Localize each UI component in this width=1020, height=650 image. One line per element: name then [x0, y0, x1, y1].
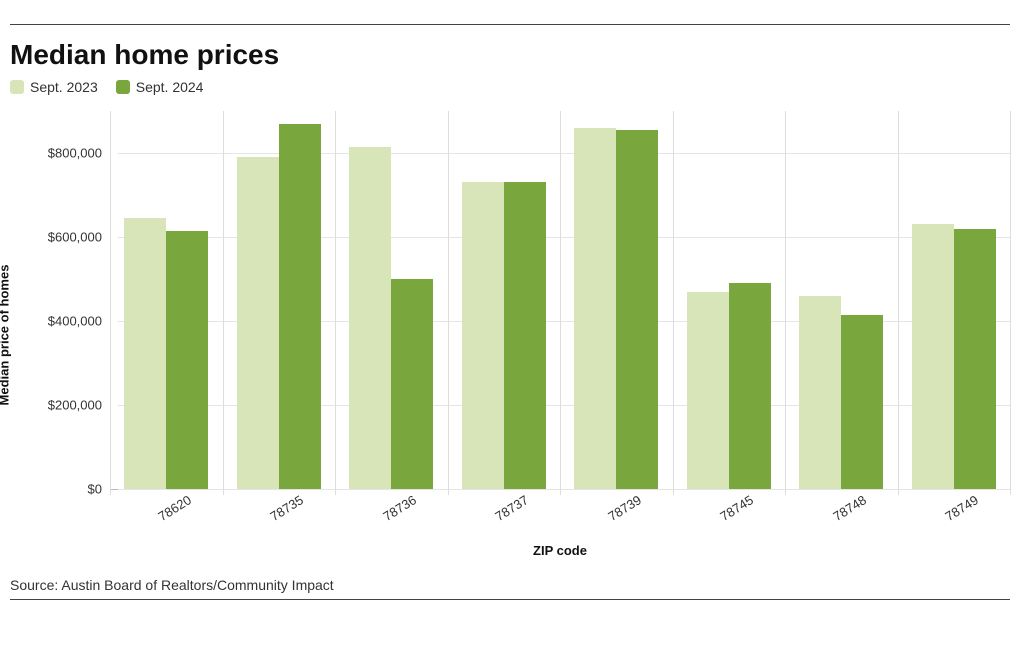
bar [166, 231, 208, 489]
bar-group [904, 224, 1003, 489]
bar [616, 130, 658, 489]
y-tick-label: $600,000 [48, 230, 110, 245]
y-tick-label: $0 [88, 482, 110, 497]
bar-group [117, 218, 216, 489]
y-axis-title: Median price of homes [0, 265, 12, 406]
legend-label-1: Sept. 2024 [136, 79, 204, 95]
legend: Sept. 2023 Sept. 2024 [10, 79, 1010, 95]
legend-swatch-1 [116, 80, 130, 94]
category-separator [1010, 111, 1011, 495]
bar [462, 182, 504, 489]
source-line: Source: Austin Board of Realtors/Communi… [10, 577, 1010, 593]
bar [349, 147, 391, 489]
bar-group [229, 124, 328, 489]
bar-group [679, 283, 778, 489]
legend-swatch-0 [10, 80, 24, 94]
bar [124, 218, 166, 489]
bar [841, 315, 883, 489]
bar-group [342, 147, 441, 489]
bar [391, 279, 433, 489]
bar-group [792, 296, 891, 489]
x-axis-title: ZIP code [110, 543, 1010, 558]
bar [799, 296, 841, 489]
bar [912, 224, 954, 489]
bars-container [110, 111, 1010, 489]
bar [729, 283, 771, 489]
bar [279, 124, 321, 489]
bar-group [454, 182, 553, 489]
bar [504, 182, 546, 489]
y-tick-label: $200,000 [48, 398, 110, 413]
chart-area: Median price of homes $0$200,000$400,000… [10, 105, 1010, 565]
y-tick-label: $800,000 [48, 146, 110, 161]
legend-item-1: Sept. 2024 [116, 79, 204, 95]
bar [574, 128, 616, 489]
bar-group [567, 128, 666, 489]
top-rule [10, 24, 1010, 25]
chart-title: Median home prices [10, 39, 1010, 71]
plot-area: $0$200,000$400,000$600,000$800,000 [110, 111, 1010, 490]
y-tick-label: $400,000 [48, 314, 110, 329]
bottom-rule [10, 599, 1010, 600]
bar [687, 292, 729, 489]
x-axis-labels: 7862078735787367873778739787457874878749 [110, 495, 1010, 535]
bar [954, 229, 996, 489]
chart-page: Median home prices Sept. 2023 Sept. 2024… [0, 0, 1020, 650]
legend-label-0: Sept. 2023 [30, 79, 98, 95]
bar [237, 157, 279, 489]
legend-item-0: Sept. 2023 [10, 79, 98, 95]
